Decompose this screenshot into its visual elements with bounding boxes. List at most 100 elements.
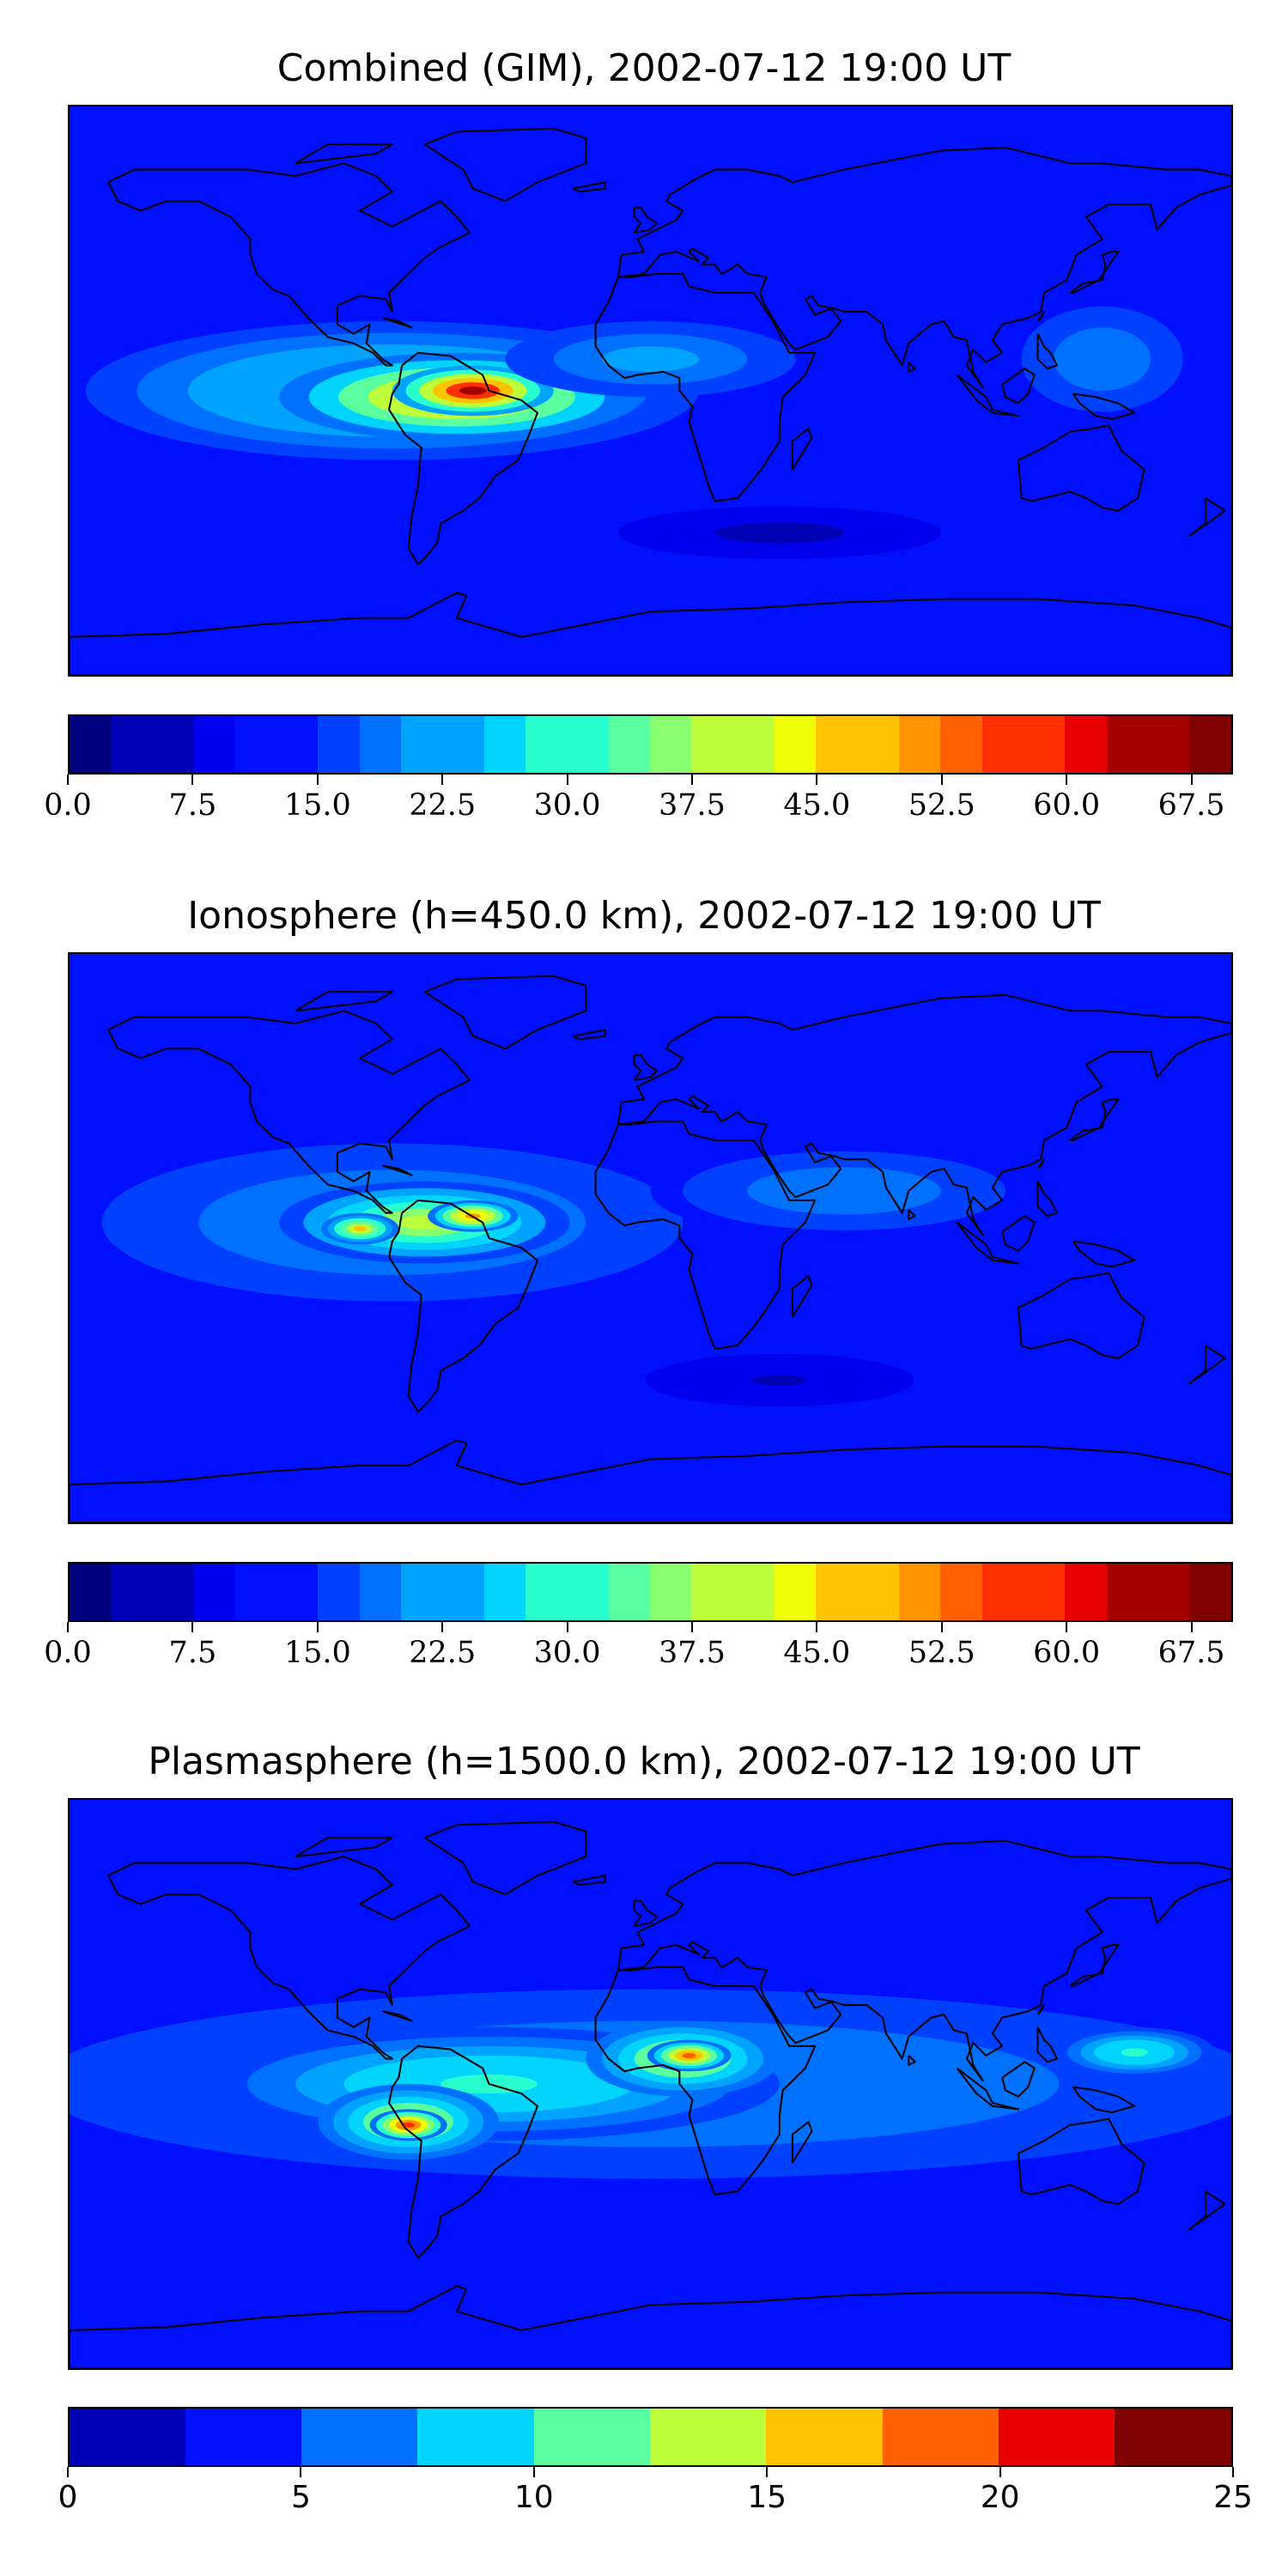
- colorbar-swatch: [609, 716, 652, 773]
- colorbar-tick-label: 52.5: [908, 1636, 975, 1670]
- colorbar-swatch: [816, 1564, 860, 1620]
- colorbar-swatch: [235, 716, 278, 773]
- contour-region-4: [1085, 348, 1119, 370]
- coastline: [572, 1874, 606, 1886]
- panel-title-plasmasphere: Plasmasphere (h=1500.0 km), 2002-07-12 1…: [148, 1740, 1140, 1783]
- colorbar-tick-mark: [816, 1622, 818, 1632]
- colorbar-tick-mark: [300, 2467, 302, 2477]
- colorbar-swatch: [484, 1564, 527, 1620]
- colorbar-tick-mark: [766, 2467, 769, 2477]
- colorbar-swatch: [691, 716, 735, 773]
- colorbar-tick-mark: [566, 775, 568, 785]
- colorbar-swatch: [1189, 1564, 1231, 1620]
- colorbar-swatch: [858, 716, 901, 773]
- coastline: [1001, 2061, 1036, 2098]
- contour-region-3: [626, 352, 675, 366]
- colorbar-swatch: [1065, 1564, 1109, 1620]
- colorbar-swatch: [650, 716, 693, 773]
- colorbar-swatch: [360, 1564, 403, 1620]
- colorbar-swatch: [733, 1564, 776, 1620]
- coastline: [1017, 424, 1145, 512]
- colorbar-swatch: [982, 716, 1025, 773]
- colorbar-swatch: [733, 716, 776, 773]
- colorbar-swatch: [152, 1564, 195, 1620]
- colorbar-tick-label: 10: [513, 2480, 554, 2515]
- colorbar-tick-mark: [441, 775, 444, 785]
- colorbar-swatch: [650, 2409, 768, 2465]
- coastline: [1072, 1240, 1136, 1268]
- colorbar-tick-mark: [441, 1622, 444, 1632]
- coastline: [594, 1120, 817, 1350]
- colorbar-tick-label: 22.5: [409, 788, 477, 823]
- coastline: [617, 146, 1231, 389]
- colorbar-combined: [68, 714, 1233, 775]
- coastline: [956, 1221, 1019, 1265]
- coastline: [1036, 311, 1046, 322]
- contour-region-3: [402, 2122, 416, 2128]
- map-combined: [68, 105, 1233, 677]
- coastline: [908, 1209, 916, 1220]
- colorbar-swatch: [858, 1564, 901, 1620]
- colorbar-tick-mark: [1066, 775, 1068, 785]
- colorbar-ticks-ionosphere: 0.0 7.5 15.0 22.5 30.0 37.5 45.0 52.5 60.0 67.5: [44, 1622, 1233, 1674]
- colorbar-swatch: [534, 2409, 652, 2465]
- colorbar-tick-label: 45.0: [783, 788, 851, 823]
- colorbar-tick-mark: [1066, 1622, 1068, 1632]
- colorbar-tick-label: 67.5: [1157, 788, 1225, 823]
- coastline: [388, 351, 538, 566]
- colorbar-tick-mark: [940, 775, 943, 785]
- coastline: [1188, 2190, 1226, 2231]
- colorbar-tick-label: 15.0: [283, 1636, 351, 1670]
- contour-region-2: [459, 386, 487, 395]
- coastline: [382, 2010, 413, 2022]
- contour-region-5: [752, 1375, 807, 1386]
- colorbar-swatch: [1148, 716, 1191, 773]
- colorbar-swatch: [70, 2409, 187, 2465]
- colorbar-tick-mark: [1190, 775, 1193, 785]
- coastline: [1069, 1098, 1120, 1142]
- coastline: [572, 181, 606, 193]
- colorbar-swatch: [883, 2409, 1000, 2465]
- coastline: [594, 1965, 817, 2196]
- colorbar-tick-label: 0: [58, 2480, 78, 2515]
- colorbar-tick-label: 0.0: [44, 1636, 92, 1670]
- colorbar-tick-label: 7.5: [168, 1636, 217, 1670]
- colorbar-swatch: [940, 716, 984, 773]
- coastline: [1188, 1345, 1226, 1385]
- panel-title-ionosphere: Ionosphere (h=450.0 km), 2002-07-12 19:0…: [187, 894, 1101, 938]
- colorbar-plasmasphere: [68, 2407, 1233, 2467]
- colorbar-swatch: [442, 1564, 486, 1620]
- contour-region-5: [747, 527, 812, 538]
- coastline: [1001, 368, 1036, 404]
- coastline: [382, 317, 413, 329]
- colorbar-swatch: [417, 2409, 536, 2465]
- colorbar-tick-mark: [191, 775, 194, 785]
- colorbar-swatch: [401, 1564, 444, 1620]
- coastline: [1069, 1944, 1120, 1988]
- colorbar-swatch: [775, 716, 817, 773]
- panel-title-combined: Combined (GIM), 2002-07-12 19:00 UT: [276, 46, 1012, 90]
- contour-region-6: [1121, 2048, 1148, 2057]
- coastline: [617, 993, 1231, 1236]
- colorbar-swatch: [442, 716, 486, 773]
- contour-region-3: [353, 1225, 367, 1232]
- colorbar-swatch: [899, 1564, 942, 1620]
- colorbar-tick-label: 0.0: [44, 788, 92, 823]
- coastline: [1036, 333, 1059, 370]
- map-plasmasphere: [68, 1798, 1233, 2370]
- colorbar-swatch: [1189, 716, 1231, 773]
- coastline: [1036, 2026, 1059, 2063]
- coastline: [908, 2055, 916, 2066]
- colorbar-swatch: [899, 716, 942, 773]
- colorbar-swatch: [276, 716, 319, 773]
- contour-region-5: [682, 2052, 696, 2058]
- coastline: [956, 2067, 1019, 2111]
- colorbar-swatch: [111, 716, 154, 773]
- colorbar-tick-label: 37.5: [658, 788, 726, 823]
- colorbar-tick-mark: [690, 775, 693, 785]
- colorbar-swatch: [775, 1564, 817, 1620]
- coastline: [295, 143, 393, 165]
- colorbar-swatch: [526, 1564, 568, 1620]
- coastline: [295, 1837, 393, 1858]
- contour-region-4: [811, 1182, 877, 1200]
